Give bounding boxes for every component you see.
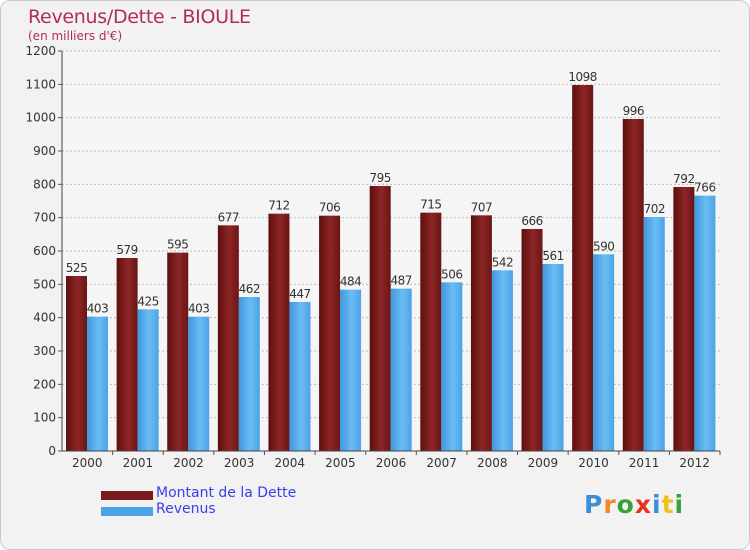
x-tick-label: 2010	[578, 456, 609, 470]
legend-label-revenus: Revenus	[156, 501, 216, 517]
x-tick-label: 2000	[72, 456, 103, 470]
data-label-dette: 792	[673, 172, 694, 186]
logo-letter: i	[652, 490, 662, 519]
data-label-dette: 996	[623, 104, 644, 118]
y-tick-label: 600	[33, 244, 56, 258]
chart-subtitle: (en milliers d'€)	[28, 29, 123, 43]
bar-dette	[673, 187, 695, 451]
y-tick-label: 900	[33, 144, 56, 158]
data-label-dette: 707	[471, 200, 492, 214]
x-tick-label: 2007	[426, 456, 457, 470]
data-label-revenus: 462	[239, 282, 260, 296]
data-label-revenus: 702	[644, 202, 665, 216]
bar-revenus	[289, 302, 311, 451]
data-label-revenus: 506	[441, 267, 462, 281]
y-tick-label: 500	[33, 277, 56, 291]
bar-dette	[622, 119, 644, 451]
data-label-dette: 1098	[568, 70, 597, 84]
data-label-revenus: 425	[137, 294, 158, 308]
data-labels: 525 403 579 425 595 403 677 462 712 447 706 484 795 4…	[66, 70, 716, 316]
bar-revenus	[87, 316, 108, 451]
bar-revenus	[542, 264, 564, 451]
data-label-revenus: 542	[492, 255, 513, 269]
x-tick-label: 2006	[376, 456, 407, 470]
bar-revenus	[643, 217, 665, 451]
y-tick-label: 1200	[25, 44, 56, 58]
data-label-revenus: 447	[289, 287, 310, 301]
data-label-dette: 525	[66, 261, 87, 275]
data-label-dette: 706	[319, 201, 340, 215]
y-tick-label: 100	[33, 411, 56, 425]
logo-letter: x	[634, 490, 652, 519]
legend-label-dette: Montant de la Dette	[156, 485, 297, 501]
data-label-dette: 712	[268, 199, 289, 213]
x-tick-label: 2009	[528, 456, 559, 470]
data-label-dette: 715	[420, 198, 441, 212]
x-tick-label: 2002	[173, 456, 204, 470]
bar-dette	[369, 186, 391, 451]
bars	[66, 85, 716, 451]
data-label-revenus: 484	[340, 275, 361, 289]
x-tick-label: 2001	[123, 456, 154, 470]
data-label-dette: 795	[369, 171, 390, 185]
logo-letter: P	[584, 490, 604, 519]
y-tick-label: 1100	[25, 77, 56, 91]
chart-title: Revenus/Dette - BIOULE	[28, 6, 251, 28]
bar-revenus	[593, 254, 615, 451]
data-label-revenus: 403	[87, 302, 108, 316]
data-label-revenus: 403	[188, 302, 209, 316]
bar-dette	[217, 225, 239, 451]
data-label-dette: 579	[116, 243, 137, 257]
logo-letter: t	[661, 490, 675, 519]
data-label-revenus: 590	[593, 239, 614, 253]
bar-dette	[268, 213, 290, 451]
legend-swatch-dette	[101, 491, 153, 500]
data-label-dette: 595	[167, 238, 188, 252]
bar-revenus	[390, 288, 412, 451]
legend-swatch-revenus	[101, 507, 153, 516]
data-label-revenus: 561	[542, 249, 563, 263]
bar-dette	[420, 212, 442, 451]
y-tick-label: 300	[33, 344, 56, 358]
data-label-revenus: 766	[694, 181, 715, 195]
bar-revenus	[694, 195, 716, 451]
x-tick-label: 2011	[629, 456, 660, 470]
x-tick-label: 2008	[477, 456, 508, 470]
bar-dette	[521, 229, 543, 451]
y-tick-label: 1000	[25, 111, 56, 125]
logo-letter: i	[674, 490, 685, 519]
logo-letter: r	[603, 490, 617, 519]
x-tick-label: 2004	[274, 456, 305, 470]
bar-revenus	[188, 316, 210, 451]
y-tick-label: 0	[48, 444, 56, 458]
data-label-dette: 666	[521, 214, 542, 228]
y-tick-label: 700	[33, 211, 56, 225]
bar-revenus	[137, 309, 159, 451]
bar-dette	[470, 215, 492, 451]
data-label-revenus: 487	[390, 274, 411, 288]
data-label-dette: 677	[218, 210, 239, 224]
y-tick-label: 800	[33, 177, 56, 191]
bar-revenus	[238, 297, 260, 451]
bar-dette	[572, 85, 594, 451]
bar-revenus	[491, 270, 513, 451]
bar-dette	[66, 276, 87, 451]
y-tick-label: 400	[33, 311, 56, 325]
bar-revenus	[441, 282, 463, 451]
bar-revenus	[340, 289, 362, 451]
proxiti-logo: Proxiti	[584, 490, 684, 519]
logo-letter: o	[616, 490, 635, 519]
x-tick-label: 2005	[325, 456, 356, 470]
bar-dette	[167, 252, 189, 451]
x-tick-label: 2003	[224, 456, 255, 470]
bar-dette	[116, 258, 138, 451]
x-tick-label: 2012	[679, 456, 710, 470]
y-tick-label: 200	[33, 377, 56, 391]
axes: 0 100 200 300 400 500 600 700 800 900 1000 1100 1200…	[25, 44, 721, 470]
bar-dette	[319, 215, 341, 451]
